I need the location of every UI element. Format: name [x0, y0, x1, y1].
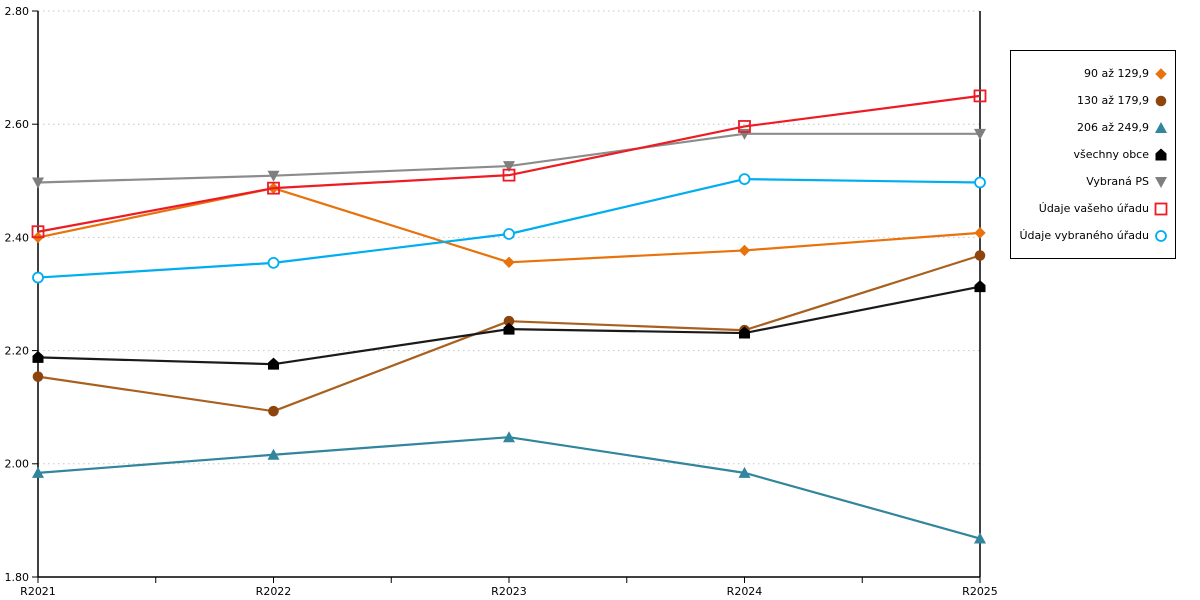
series-daje-va-eho-adu: [31, 89, 987, 239]
legend-label: všechny obce: [1073, 148, 1149, 161]
y-axis: 2.80 2.60 2.40 2.20 2.00 1.80: [5, 5, 38, 584]
x-tick-label: R2025: [962, 585, 998, 598]
legend-marker-circle-icon: [1155, 95, 1167, 106]
data-point-marker-circle-open: [503, 228, 515, 240]
legend-item: Vybraná PS: [1015, 168, 1168, 195]
legend-marker-square-open-icon: [1154, 202, 1168, 215]
legend-marker-pentagon-icon: [1155, 148, 1167, 160]
data-point-marker-pentagon: [268, 357, 279, 370]
data-point-marker-pentagon: [503, 322, 515, 335]
legend-item: 130 až 179,9: [1015, 87, 1168, 114]
data-point-marker-circle: [974, 250, 986, 261]
data-point-marker-diamond: [738, 244, 751, 257]
y-tick-label: 2.20: [5, 344, 30, 357]
legend-label: Údaje vybraného úřadu: [1019, 229, 1150, 242]
legend-label: Vybraná PS: [1086, 175, 1149, 188]
data-point-marker-triangle-down: [974, 128, 986, 140]
legend-label: 206 až 249,9: [1077, 121, 1149, 134]
axes: [37, 11, 981, 578]
legend-marker-triangle-down-icon: [1155, 176, 1167, 188]
data-point-marker-square-open: [973, 89, 987, 103]
series-line: [37, 436, 981, 540]
data-point-marker-square-open: [738, 120, 751, 133]
data-point-marker-triangle-up: [1155, 121, 1167, 133]
legend: 90 až 129,9 130 až 179,9 206 až 249,9 všech…: [1010, 50, 1176, 259]
legend-item: 206 až 249,9: [1015, 114, 1168, 141]
y-tick-label: 1.80: [5, 571, 30, 584]
data-point-marker-diamond: [503, 256, 515, 269]
y-tick-label: 2.40: [5, 231, 30, 244]
data-point-marker-circle-open: [267, 256, 280, 269]
data-point-marker-pentagon: [974, 280, 986, 293]
data-point-marker-square-open: [502, 168, 516, 182]
data-point-marker-square-open: [1154, 202, 1168, 215]
data-point-marker-triangle-up: [974, 532, 986, 544]
data-point-marker-triangle-up: [738, 466, 751, 478]
data-point-marker-diamond: [1155, 67, 1167, 80]
series-v-echny-obce: [32, 280, 986, 370]
data-point-marker-circle: [503, 315, 515, 327]
y-tick-label: 2.80: [5, 5, 30, 18]
legend-item: Údaje vašeho úřadu: [1015, 195, 1168, 222]
data-point-marker-circle-open: [32, 271, 44, 284]
data-point-marker-circle-open: [974, 176, 986, 189]
x-tick-label: R2024: [727, 585, 763, 598]
data-point-marker-square-open: [31, 225, 45, 239]
x-tick-label: R2021: [20, 585, 56, 598]
legend-marker-triangle-up-icon: [1155, 121, 1167, 133]
data-point-marker-circle: [268, 405, 279, 417]
legend-marker-circle-open-icon: [1155, 229, 1167, 242]
data-point-marker-pentagon: [1155, 148, 1167, 160]
legend-item: 90 až 129,9: [1015, 60, 1168, 87]
series-line: [37, 187, 981, 264]
series-line: [37, 94, 981, 233]
legend-item: Údaje vybraného úřadu: [1015, 222, 1168, 249]
legend-label: Údaje vašeho úřadu: [1038, 202, 1149, 215]
data-point-marker-triangle-down: [1155, 176, 1167, 188]
y-tick-label: 2.00: [5, 458, 30, 471]
data-point-marker-circle: [1155, 95, 1167, 106]
data-point-marker-triangle-down: [267, 170, 280, 182]
series-daje-vybran-ho-adu: [32, 173, 986, 284]
data-point-marker-triangle-down: [503, 161, 515, 173]
data-point-marker-circle-open: [738, 173, 751, 186]
x-axis: R2021 R2022 R2023 R2024 R2025: [20, 577, 998, 598]
data-point-marker-triangle-up: [267, 448, 280, 460]
series-206-a-249-9: [32, 431, 986, 544]
data-point-marker-circle: [32, 371, 44, 382]
x-tick-label: R2022: [256, 585, 292, 598]
legend-item: všechny obce: [1015, 141, 1168, 168]
legend-label: 90 až 129,9: [1084, 67, 1149, 80]
data-point-marker-diamond: [974, 227, 986, 239]
data-point-marker-pentagon: [32, 350, 44, 363]
data-point-marker-pentagon: [739, 326, 750, 339]
legend-marker-diamond-icon: [1155, 67, 1167, 80]
series-90-a-129-9: [32, 182, 986, 269]
data-point-marker-triangle-up: [32, 466, 44, 478]
y-tick-label: 2.60: [5, 118, 30, 131]
data-point-marker-square-open: [267, 181, 280, 195]
data-point-marker-triangle-down: [32, 177, 44, 189]
data-point-marker-circle-open: [1155, 229, 1167, 242]
data-point-marker-triangle-up: [503, 431, 515, 443]
legend-label: 130 až 179,9: [1077, 94, 1149, 107]
x-tick-label: R2023: [491, 585, 527, 598]
